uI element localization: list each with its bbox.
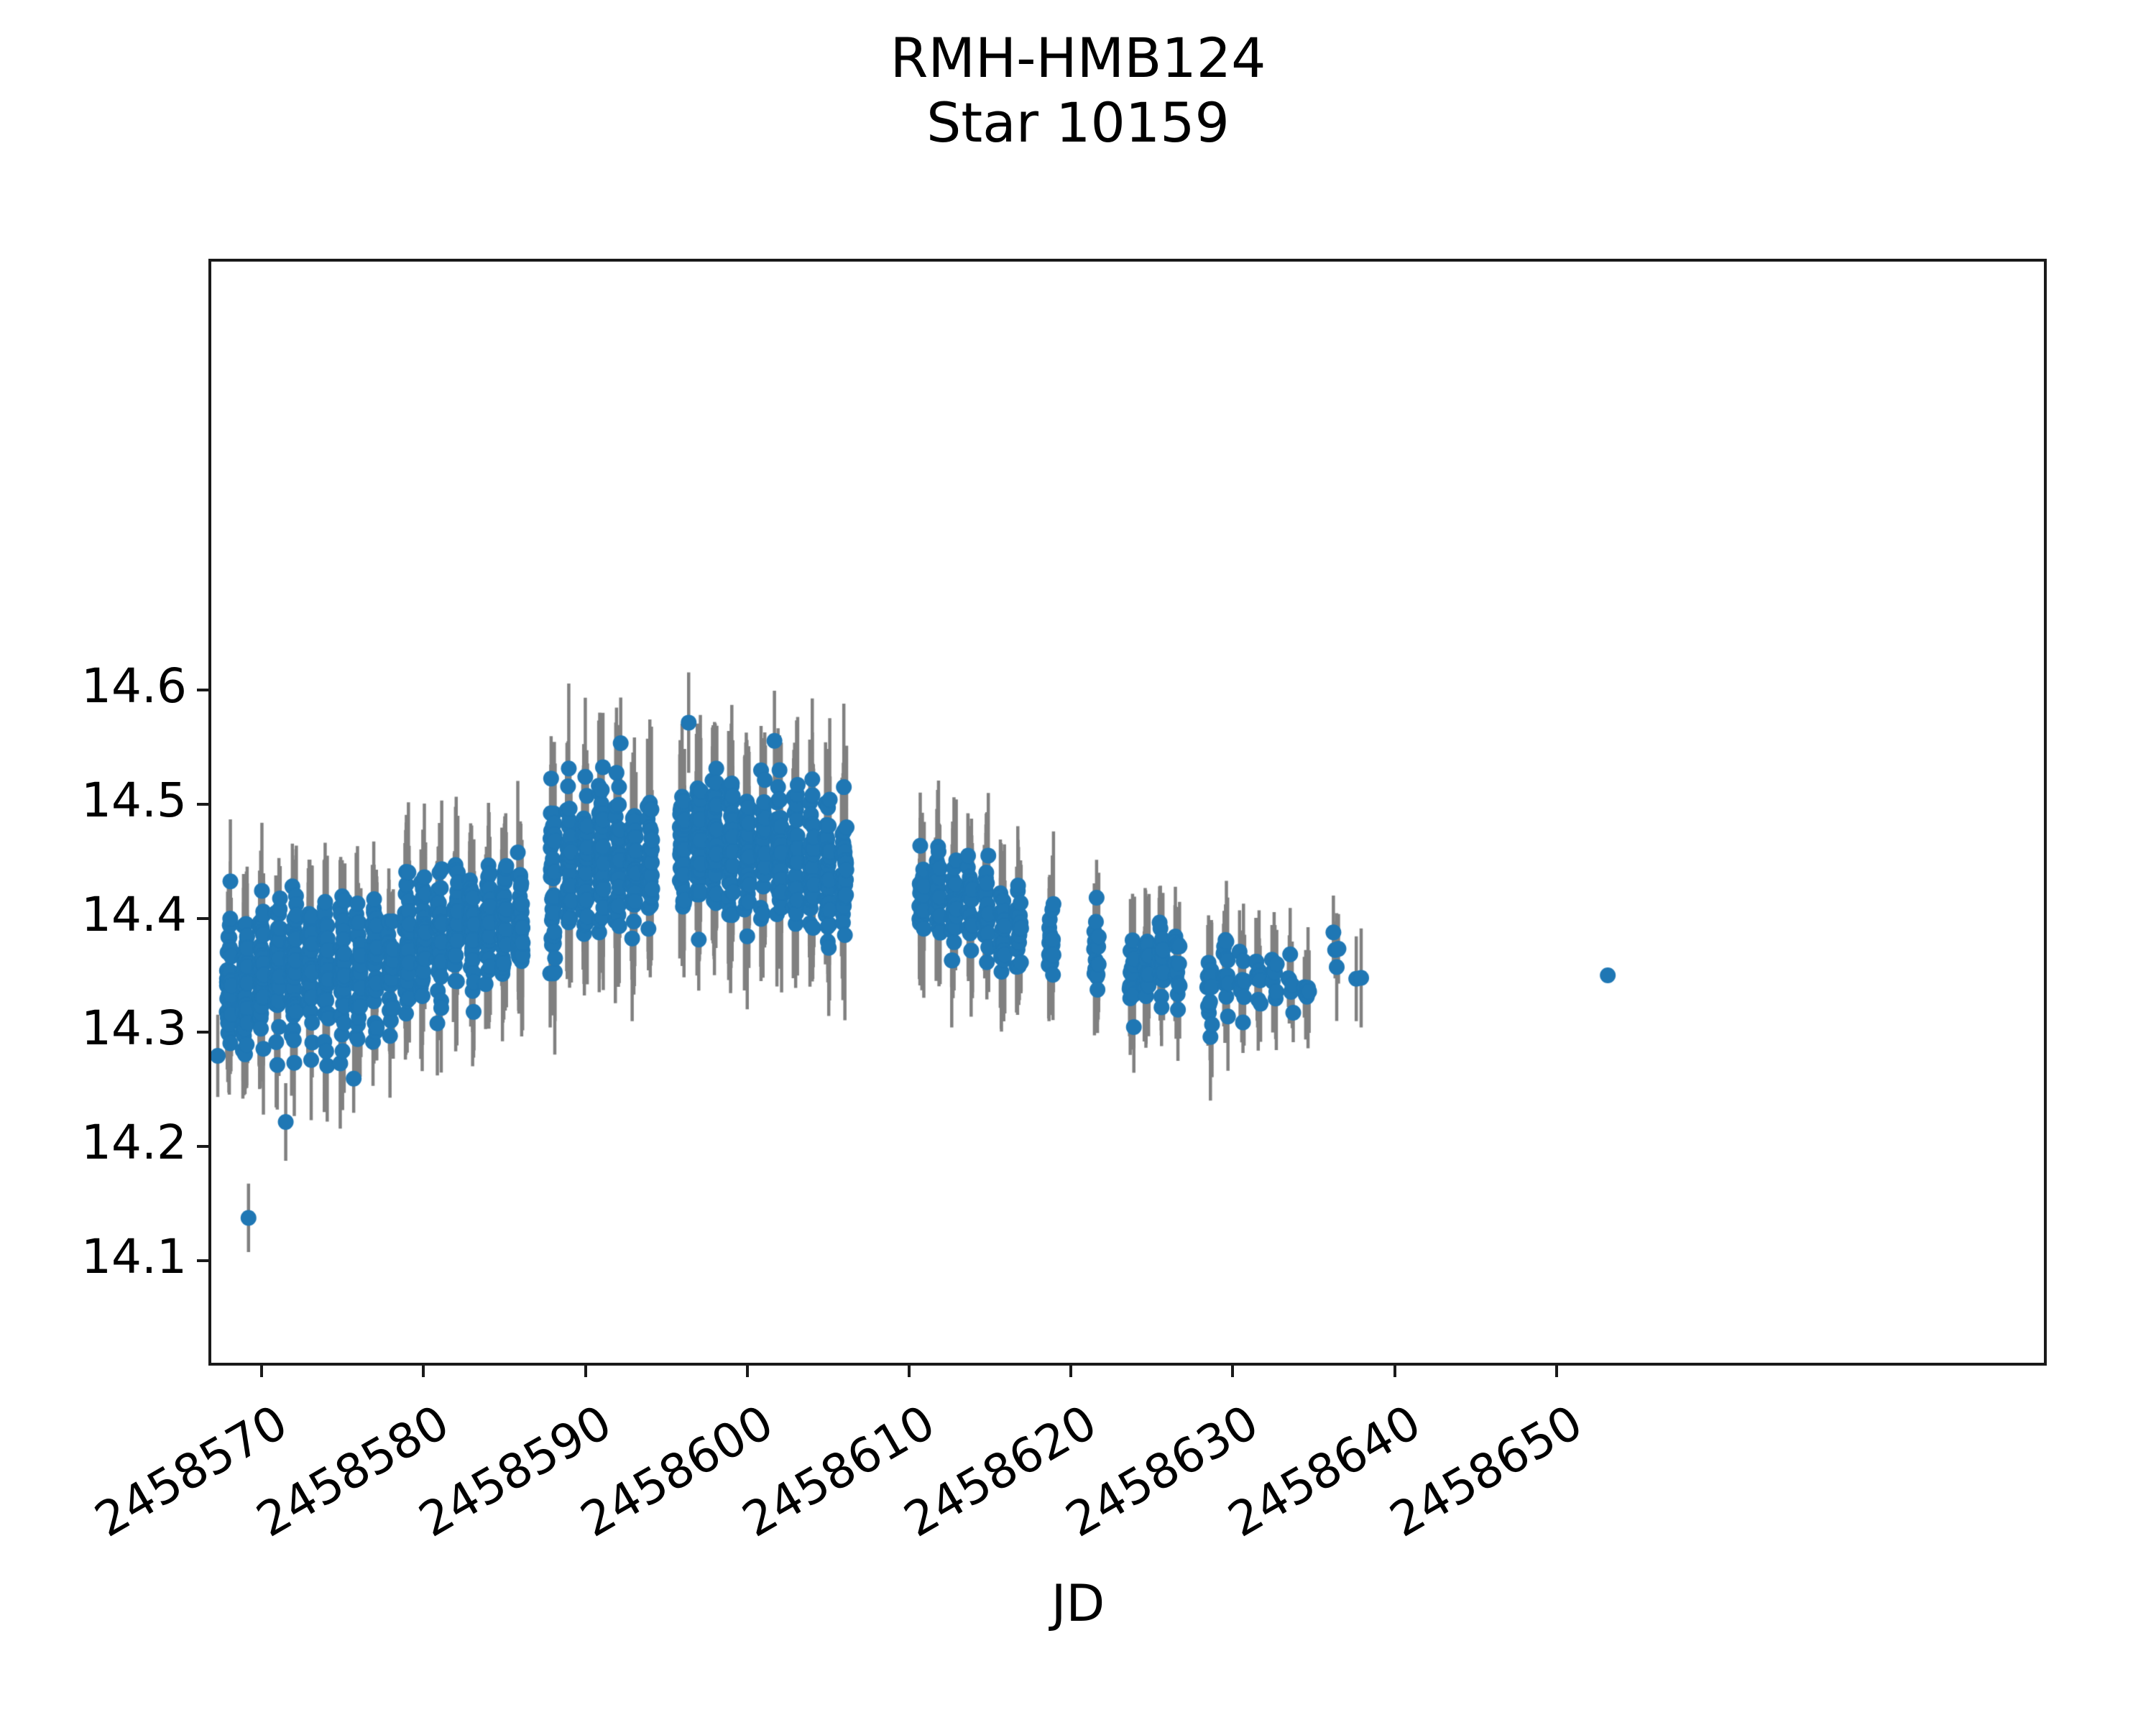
plot-area <box>208 259 2050 1368</box>
x-tick-0 <box>260 1363 264 1377</box>
scatter-plot-canvas <box>211 262 2050 1368</box>
chart-title: RMH-HMB124 Star 10159 <box>0 26 2156 155</box>
y-ticklabel-4: 14.5 <box>81 772 187 828</box>
y-ticklabel-3: 14.4 <box>81 886 187 942</box>
x-tick-6 <box>1231 1363 1235 1377</box>
y-tick-2 <box>197 1031 211 1034</box>
x-tick-7 <box>1393 1363 1396 1377</box>
y-ticklabel-1: 14.2 <box>81 1115 187 1171</box>
x-tick-4 <box>908 1363 911 1377</box>
y-tick-1 <box>197 1145 211 1149</box>
y-ticklabel-2: 14.3 <box>81 1000 187 1057</box>
y-tick-3 <box>197 916 211 920</box>
y-tick-4 <box>197 802 211 806</box>
title-line-2: Star 10159 <box>926 90 1230 155</box>
y-ticklabel-5: 14.6 <box>81 658 187 714</box>
x-tick-3 <box>745 1363 749 1377</box>
x-tick-1 <box>422 1363 425 1377</box>
title-line-1: RMH-HMB124 <box>890 26 1266 90</box>
y-ticklabel-0: 14.1 <box>81 1228 187 1284</box>
x-axis-title: JD <box>1051 1574 1105 1633</box>
y-tick-0 <box>197 1259 211 1262</box>
x-tick-5 <box>1069 1363 1073 1377</box>
x-tick-2 <box>584 1363 587 1377</box>
x-tick-8 <box>1554 1363 1558 1377</box>
y-tick-5 <box>197 689 211 692</box>
